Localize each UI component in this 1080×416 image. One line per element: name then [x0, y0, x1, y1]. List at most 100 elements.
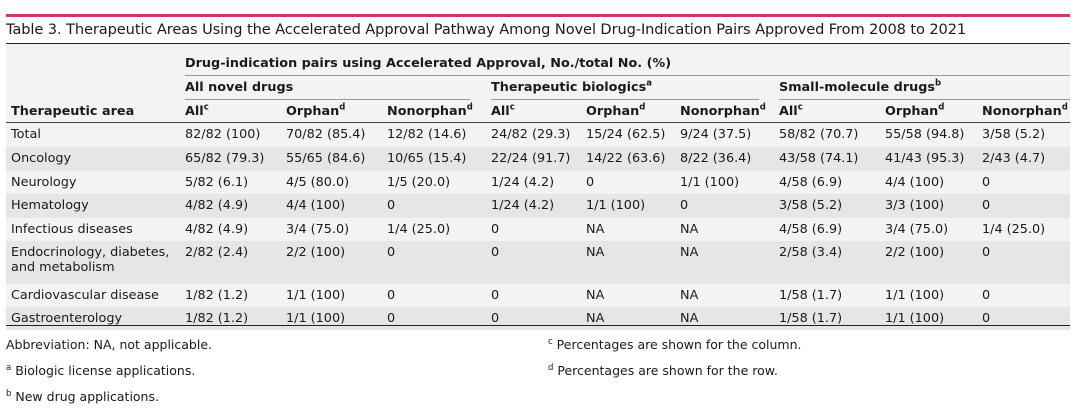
cell-biologics-all: 1/24 (4.2) — [491, 175, 555, 190]
cell-biologics-nonorphan: 9/24 (37.5) — [680, 127, 752, 142]
therapeutic-area-cell: Cardiovascular disease — [11, 288, 159, 303]
cell-biologics-all: 1/24 (4.2) — [491, 198, 555, 213]
therapeutic-area-cell: and metabolism — [11, 260, 115, 275]
cell-all-novel-all: 82/82 (100) — [185, 127, 261, 142]
footnote-text: New drug applications. — [15, 389, 159, 404]
column-header-label: Nonorphan — [387, 104, 467, 119]
cell-biologics-nonorphan: 0 — [680, 198, 689, 213]
footnote-abbreviation: Abbreviation: NA, not applicable. — [6, 337, 213, 352]
cell-small-molecule-orphan: 41/43 (95.3) — [885, 151, 965, 166]
cell-all-novel-orphan: 1/1 (100) — [286, 288, 346, 303]
cell-small-molecule-all: 2/58 (3.4) — [779, 245, 843, 260]
cell-biologics-nonorphan: NA — [680, 222, 699, 237]
cell-biologics-orphan: NA — [586, 222, 605, 237]
cell-small-molecule-nonorphan: 0 — [982, 311, 991, 326]
cell-all-novel-nonorphan: 0 — [387, 198, 396, 213]
column-header-biologics-orphan: Orphand — [586, 102, 646, 119]
footnote-d: d Percentages are shown for the row. — [548, 363, 778, 378]
column-header-all-novel-orphan: Orphand — [286, 102, 346, 119]
cell-all-novel-nonorphan: 10/65 (15.4) — [387, 151, 467, 166]
cell-all-novel-all: 5/82 (6.1) — [185, 175, 249, 190]
row-band — [6, 241, 1070, 284]
column-header-label: Nonorphan — [680, 104, 760, 119]
footnote-mark: c — [509, 102, 515, 113]
table-row: Total 82/82 (100) 70/82 (85.4) 12/82 (14.6)… — [6, 123, 1070, 147]
footnote-mark: c — [548, 336, 553, 347]
footnote-text: Percentages are shown for the column. — [556, 337, 802, 352]
cell-small-molecule-nonorphan: 2/43 (4.7) — [982, 151, 1046, 166]
cell-biologics-all: 24/82 (29.3) — [491, 127, 571, 142]
therapeutic-area-cell: Endocrinology, diabetes, — [11, 245, 170, 260]
therapeutic-area-cell: Hematology — [11, 198, 89, 213]
row-band — [6, 147, 1070, 171]
cell-all-novel-nonorphan: 1/4 (25.0) — [387, 222, 451, 237]
cell-small-molecule-all: 1/58 (1.7) — [779, 311, 843, 326]
cell-biologics-orphan: 14/22 (63.6) — [586, 151, 666, 166]
subgroup-rule-biologics — [491, 99, 759, 100]
cell-all-novel-all: 4/82 (4.9) — [185, 198, 249, 213]
cell-biologics-nonorphan: NA — [680, 311, 699, 326]
cell-biologics-orphan: 15/24 (62.5) — [586, 127, 666, 142]
cell-small-molecule-orphan: 55/58 (94.8) — [885, 127, 965, 142]
footnote-mark: d — [639, 102, 646, 113]
column-header-all-novel-nonorphan: Nonorphand — [387, 102, 473, 119]
cell-biologics-all: 0 — [491, 288, 500, 303]
cell-all-novel-orphan: 1/1 (100) — [286, 311, 346, 326]
cell-small-molecule-orphan: 1/1 (100) — [885, 311, 945, 326]
subgroup-therapeutic-biologics: Therapeutic biologicsa — [491, 79, 652, 95]
footnote-mark: d — [339, 102, 346, 113]
cell-small-molecule-orphan: 3/4 (75.0) — [885, 222, 949, 237]
cell-small-molecule-nonorphan: 0 — [982, 175, 991, 190]
cell-small-molecule-all: 1/58 (1.7) — [779, 288, 843, 303]
table-row: Oncology 65/82 (79.3) 55/65 (84.6) 10/65 (1… — [6, 147, 1070, 171]
group-header-label: Drug-indication pairs using Accelerated … — [185, 56, 672, 71]
cell-small-molecule-all: 43/58 (74.1) — [779, 151, 859, 166]
therapeutic-area-cell: Infectious diseases — [11, 222, 133, 237]
cell-small-molecule-all: 4/58 (6.9) — [779, 222, 843, 237]
table-row: Gastroenterology 1/82 (1.2) 1/1 (100) 0 0 NA N… — [6, 307, 1070, 330]
footnote-mark: c — [797, 102, 803, 113]
cell-small-molecule-all: 4/58 (6.9) — [779, 175, 843, 190]
footnote-mark: d — [466, 102, 473, 113]
title-accent-line — [6, 14, 1070, 17]
cell-small-molecule-orphan: 1/1 (100) — [885, 288, 945, 303]
table-bottom-rule — [6, 325, 1070, 326]
table-row: Infectious diseases 4/82 (4.9) 3/4 (75.0) 1… — [6, 218, 1070, 241]
cell-all-novel-all: 4/82 (4.9) — [185, 222, 249, 237]
subgroup-label: Therapeutic biologics — [491, 80, 647, 95]
cell-biologics-orphan: 0 — [586, 175, 595, 190]
cell-biologics-orphan: NA — [586, 245, 605, 260]
column-header-label: All — [185, 104, 204, 119]
footnote-a: a Biologic license applications. — [6, 363, 195, 378]
footnote-b: b New drug applications. — [6, 389, 159, 404]
cell-small-molecule-nonorphan: 3/58 (5.2) — [982, 127, 1046, 142]
table-row: Hematology 4/82 (4.9) 4/4 (100) 0 1/24 (4.2)… — [6, 194, 1070, 218]
cell-all-novel-orphan: 3/4 (75.0) — [286, 222, 350, 237]
cell-biologics-nonorphan: 8/22 (36.4) — [680, 151, 752, 166]
cell-all-novel-nonorphan: 1/5 (20.0) — [387, 175, 451, 190]
cell-small-molecule-nonorphan: 0 — [982, 288, 991, 303]
cell-biologics-all: 0 — [491, 245, 500, 260]
cell-all-novel-all: 1/82 (1.2) — [185, 288, 249, 303]
footnote-c: c Percentages are shown for the column. — [548, 337, 802, 352]
cell-biologics-all: 0 — [491, 222, 500, 237]
cell-biologics-orphan: NA — [586, 311, 605, 326]
footnote-mark: d — [759, 102, 766, 113]
footnote-mark: b — [6, 388, 12, 399]
footnote-mark: a — [6, 362, 12, 373]
footnote-mark: c — [203, 102, 209, 113]
footnote-mark: d — [548, 362, 554, 373]
subgroup-label: All novel drugs — [185, 80, 294, 95]
column-header-label: Orphan — [286, 104, 340, 119]
subgroup-small-molecule-drugs: Small-molecule drugsb — [779, 79, 941, 95]
cell-all-novel-all: 1/82 (1.2) — [185, 311, 249, 326]
column-header-biologics-nonorphan: Nonorphand — [680, 102, 766, 119]
cell-small-molecule-orphan: 4/4 (100) — [885, 175, 945, 190]
cell-biologics-orphan: 1/1 (100) — [586, 198, 646, 213]
cell-biologics-all: 22/24 (91.7) — [491, 151, 571, 166]
cell-small-molecule-nonorphan: 1/4 (25.0) — [982, 222, 1046, 237]
therapeutic-area-cell: Neurology — [11, 175, 77, 190]
cell-small-molecule-all: 3/58 (5.2) — [779, 198, 843, 213]
cell-biologics-nonorphan: 1/1 (100) — [680, 175, 740, 190]
column-header-all-novel-all: Allc — [185, 102, 209, 119]
